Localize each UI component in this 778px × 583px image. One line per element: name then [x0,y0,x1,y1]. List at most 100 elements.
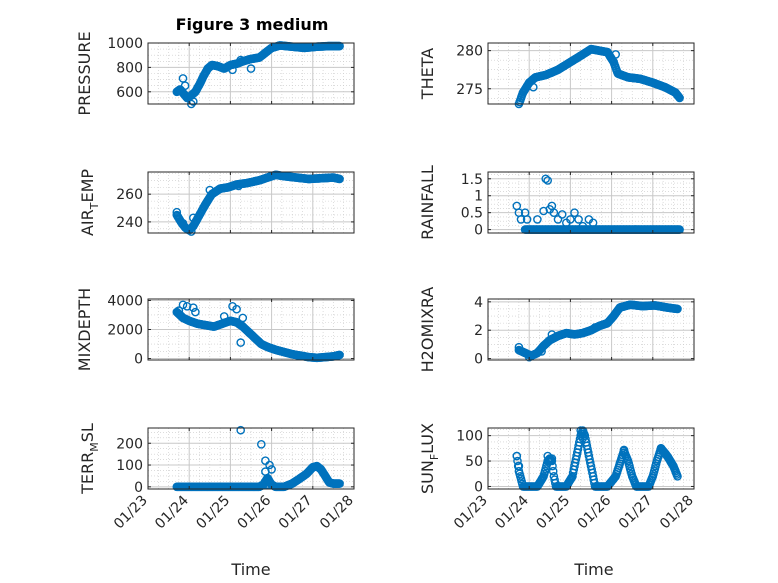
air_temp-axes-box [147,171,355,234]
rainfall-axes-box [487,171,695,234]
mixdepth-data-point [236,338,245,347]
mixdepth-data-point [182,301,192,311]
sun_flux-y-tick-label: 0 [474,479,483,495]
sun_flux-data-point [619,445,629,455]
terr_msl-y-tick-label: 100 [116,458,143,474]
terr_msl-data-point [263,480,272,489]
theta-y-tick-label: 275 [456,82,483,98]
air_temp-y-tick-label: 260 [116,187,143,203]
rainfall-data-point [549,208,559,217]
terr_msl-y-axis-label: TERRMSL [78,423,101,495]
theta-data-point [611,50,621,59]
terr_msl-data-point [236,425,245,435]
subplot-pressure: 600 800 1000 PRESSURE [75,31,355,116]
terr_msl-markers [172,425,344,492]
mixdepth-y-tick-label: 4000 [107,293,143,309]
h2omixra-axes-box [487,298,695,361]
sun_flux-y-axis-label: SUNFLUX [418,423,441,494]
h2omixra-data-point [524,352,534,362]
pressure-y-tick-label: 600 [116,85,143,101]
rainfall-y-tick-label: 1 [474,189,483,205]
sun_flux-data-point [547,456,557,466]
pressure-data-point [236,55,245,65]
terr_msl-data-point [267,465,276,474]
subplot-rainfall: 00.511.5 RAINFALL [418,165,695,240]
h2omixra-y-tick-label: 4 [474,295,483,311]
pressure-y-tick-label: 800 [116,60,143,76]
mixdepth-data-point [232,304,241,314]
h2omixra-markers [514,300,682,362]
pressure-axes-box [147,42,355,105]
air_temp-data-point [178,218,188,228]
theta-markers [514,44,684,109]
rainfall-data-point [566,215,575,224]
rainfall-y-tick-label: 0.5 [461,206,483,222]
sun_flux-data-point [512,451,522,461]
mixdepth-data-point [219,312,229,321]
rainfall-data-point [543,176,553,185]
theta-data-point [675,93,684,103]
terr_msl-data-point [335,479,344,488]
pressure-y-tick-label: 1000 [107,36,143,52]
subplot-mixdepth: 0 2000 4000 MIXDEPTH [75,288,355,371]
mixdepth-data-point [335,350,344,360]
mixdepth-data-point [191,307,200,317]
pressure-markers [172,41,344,109]
terr_msl-data-point [256,439,266,449]
sun_flux-data-point [673,471,682,481]
h2omixra-data-point [590,323,600,332]
rainfall-data-point [516,215,526,224]
terr_msl-y-tick-label: 200 [116,436,143,452]
pressure-y-axis-label: PRESSURE [75,31,94,115]
rainfall-data-point [533,215,542,224]
mixdepth-data-point [174,306,184,315]
air_temp-data-point [234,181,243,191]
air_temp-data-point [188,213,198,223]
sun_flux-data-point [513,456,522,466]
mixdepth-data-point [238,313,248,323]
sun_flux-data-point [660,449,670,458]
h2omixra-grid [487,299,695,360]
theta-y-tick-label: 280 [456,44,483,60]
pressure-data-point [180,81,190,90]
sun_flux-data-point [514,461,524,471]
terr_msl-data-point [265,460,274,470]
pressure-data-point [246,64,256,73]
rainfall-data-point [553,215,563,224]
sun_flux-markers [512,426,682,491]
sun_flux-data-point [547,454,557,463]
h2omixra-data-point [673,304,682,314]
h2omixra-data-point [514,342,524,352]
sun_flux-data-point [548,466,558,476]
air_temp-data-point [335,174,344,184]
rainfall-data-point [522,215,532,224]
rainfall-y-tick-label: 1.5 [461,172,483,188]
mixdepth-y-axis-label: MIXDEPTH [75,288,94,371]
x-axis-label-right: Time [573,560,613,579]
mixdepth-y-tick-label: 0 [134,352,143,368]
mixdepth-y-tick-label: 2000 [107,323,143,339]
rainfall-data-point [574,215,583,224]
rainfall-y-tick-label: 0 [474,223,483,239]
subplot-h2omixra: 0 2 4 H2OMIXRA [418,287,695,372]
pressure-data-point [228,65,237,75]
figure-title: Figure 3 medium [176,15,329,34]
subplot-theta: 275 280 THETA [418,42,695,109]
sun_flux-data-point [576,426,586,435]
sun_flux-axes-box [487,427,695,490]
rainfall-data-point [570,208,579,217]
rainfall-data-point [541,174,551,184]
h2omixra-data-point [537,347,546,356]
sun_flux-y-tick-label: 50 [465,454,483,470]
rainfall-y-axis-label: RAINFALL [418,165,437,240]
theta-data-point [529,82,538,92]
air_temp-data-point [186,227,196,236]
air_temp-y-axis-label: AIRTEMP [78,169,101,236]
terr_msl-y-tick-label: 0 [134,480,143,496]
h2omixra-data-point [547,330,557,339]
terr_msl-axes-box [147,427,355,490]
sun_flux-data-point [543,451,553,461]
air_temp-data-point [172,207,182,217]
rainfall-data-point [588,218,598,228]
